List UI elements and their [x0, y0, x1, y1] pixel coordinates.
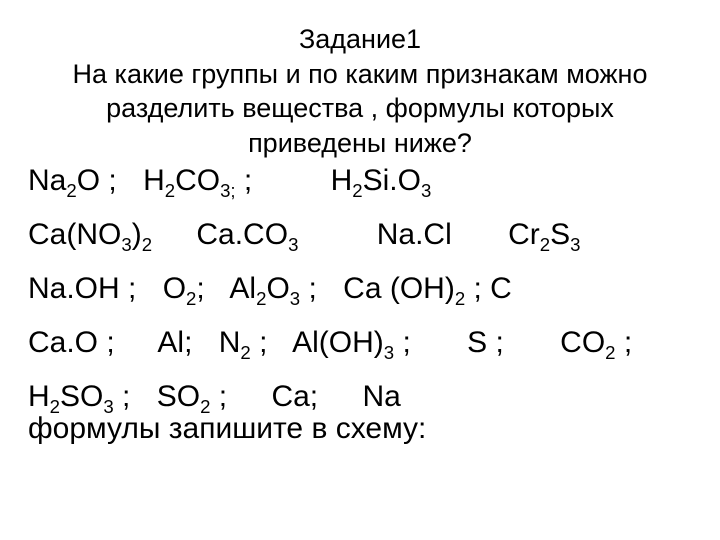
t: S	[550, 218, 570, 251]
t: ;	[616, 326, 633, 359]
sub: 3	[121, 234, 131, 255]
t: ;	[251, 326, 268, 359]
sub: 2	[240, 342, 250, 363]
sub: 2	[186, 288, 196, 309]
t: ;	[114, 380, 131, 413]
sub: 2	[142, 234, 152, 255]
t: H	[331, 164, 353, 197]
formula: Ca (OH)2 ; C	[343, 272, 512, 305]
t: ; C	[465, 272, 512, 305]
t: N	[219, 326, 241, 359]
formula: SO2 ;	[157, 380, 227, 413]
sub: 2	[165, 180, 175, 201]
t: ;	[236, 164, 253, 197]
t: )	[132, 218, 142, 251]
t: Na	[362, 380, 400, 413]
formula-row-3: Na.OH ; O2; Al2O3 ; Ca (OH)2 ; C	[28, 274, 692, 304]
formula: Ca.O ;	[28, 326, 115, 359]
t: Na.OH ;	[28, 272, 136, 305]
formula: Na.OH ;	[28, 272, 136, 305]
t: Al;	[157, 326, 192, 359]
formula: Ca;	[271, 380, 318, 413]
sub: 3	[570, 234, 580, 255]
t: O	[266, 272, 289, 305]
t: ;	[210, 380, 227, 413]
formula: Na.Cl	[377, 218, 452, 251]
t: O ;	[77, 164, 117, 197]
title-line-4: приведены ниже?	[248, 128, 472, 158]
formula: Ca(NO3)2	[28, 218, 152, 251]
t: Ca(NO	[28, 218, 121, 251]
t: H	[143, 164, 165, 197]
sub: 2	[455, 288, 465, 309]
formula: H2CO3; ;	[143, 164, 252, 197]
t: CO	[560, 326, 605, 359]
t: H	[28, 380, 50, 413]
formula: O2;	[163, 272, 205, 305]
title-line-3: разделить вещества , формулы которых	[106, 93, 614, 123]
t: SO	[60, 380, 103, 413]
formula: S ;	[467, 326, 504, 359]
formula: Na2O ;	[28, 164, 117, 197]
t: O	[163, 272, 186, 305]
t: ;	[300, 272, 317, 305]
t: Al(OH)	[292, 326, 384, 359]
page: Задание1 На какие группы и по каким приз…	[0, 0, 720, 540]
formula: N2 ;	[219, 326, 268, 359]
t: Na	[28, 164, 66, 197]
t: ;	[196, 272, 204, 305]
formula: Ca.CO3	[196, 218, 298, 251]
formula-row-2: Ca(NO3)2 Ca.CO3 Na.Cl Cr2S3	[28, 220, 692, 250]
sub: 3	[421, 180, 431, 201]
sub: 2	[352, 180, 362, 201]
t: Cr	[508, 218, 540, 251]
formula-row-1: Na2O ; H2CO3; ; H2Si.O3	[28, 166, 692, 196]
t: Ca.O ;	[28, 326, 115, 359]
footer-text: формулы запишите в схему:	[28, 412, 426, 445]
formula-row-4: Ca.O ; Al; N2 ; Al(OH)3 ; S ; CO2 ;	[28, 328, 692, 358]
sub: 2	[605, 342, 615, 363]
exercise-title: Задание1 На какие группы и по каким приз…	[28, 22, 692, 160]
title-line-1: Задание1	[299, 24, 421, 54]
formula: Na	[362, 380, 400, 413]
footer-line: формулы запишите в схему:	[28, 414, 692, 444]
sub: 3;	[220, 180, 236, 201]
formula: Al(OH)3 ;	[292, 326, 411, 359]
formula: Al;	[157, 326, 192, 359]
formula: Cr2S3	[508, 218, 580, 251]
t: Si.O	[363, 164, 421, 197]
t: SO	[157, 380, 200, 413]
t: Ca (OH)	[343, 272, 455, 305]
t: Al	[229, 272, 256, 305]
t: S ;	[467, 326, 504, 359]
formula: CO2 ;	[560, 326, 632, 359]
sub: 2	[66, 180, 76, 201]
t: Ca;	[271, 380, 318, 413]
t: Ca.CO	[196, 218, 288, 251]
sub: 3	[384, 342, 394, 363]
formula: Al2O3 ;	[229, 272, 316, 305]
sub: 3	[290, 288, 300, 309]
formula: H2Si.O3	[331, 164, 432, 197]
formula-row-5: H2SO3 ; SO2 ; Ca; Na	[28, 382, 692, 412]
formula: H2SO3 ;	[28, 380, 130, 413]
t: ;	[394, 326, 411, 359]
sub: 2	[540, 234, 550, 255]
sub: 2	[256, 288, 266, 309]
t: Na.Cl	[377, 218, 452, 251]
title-line-2: На какие группы и по каким признакам мож…	[73, 59, 648, 89]
t: CO	[175, 164, 220, 197]
sub: 3	[288, 234, 298, 255]
